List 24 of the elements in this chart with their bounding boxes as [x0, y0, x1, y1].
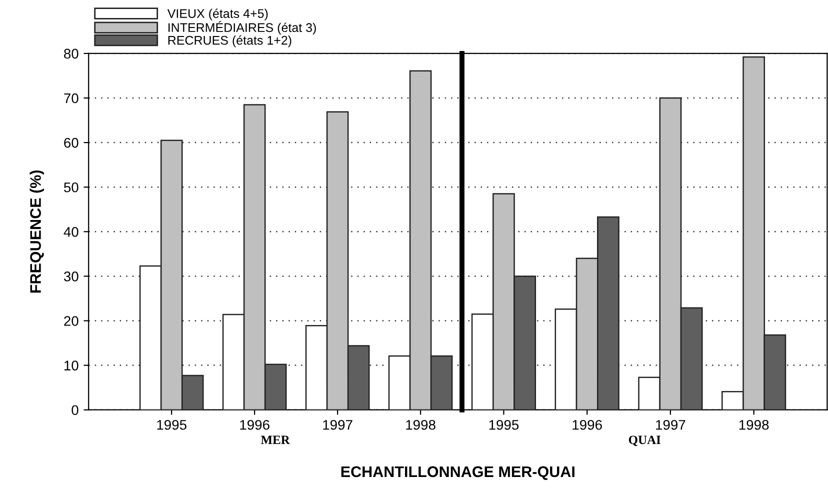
x-axis-title: MER — [260, 436, 290, 444]
y-tick-label: 0 — [72, 405, 78, 416]
x-tick-label: 1998 — [406, 420, 436, 430]
x-tick-label: 1998 — [739, 420, 769, 430]
text: ECHANTILLONNAGE MER-QUAI — [341, 466, 574, 480]
x-tick-label: 1995 — [157, 420, 186, 430]
legend-label: RECRUES (états 1+2) — [168, 35, 292, 48]
legend-label: INTERMÉDIAIRES (état 3) — [168, 21, 316, 34]
y-tick-label: 20 — [64, 316, 78, 326]
x-tick-label: 1996 — [240, 420, 270, 430]
y-tick-label: 40 — [64, 226, 78, 237]
y-tick-label: 60 — [64, 138, 78, 148]
x-tick-label: 1996 — [572, 420, 602, 430]
y-tick-label: 80 — [64, 48, 78, 59]
x-tick-label: 1995 — [489, 420, 519, 430]
y-tick-label: 50 — [64, 182, 78, 192]
x-axis-title: QUAI — [628, 436, 660, 446]
legend-label: VIEUX (états 4+5) — [167, 8, 268, 20]
y-tick-label: 30 — [64, 272, 78, 282]
y-tick-label: 70 — [64, 93, 78, 104]
y-tick-label: 10 — [64, 360, 78, 370]
x-tick-label: 1997 — [323, 420, 352, 430]
x-tick-label: 1997 — [656, 420, 686, 430]
y-axis-title: FREQUENCE (%) — [30, 170, 44, 293]
